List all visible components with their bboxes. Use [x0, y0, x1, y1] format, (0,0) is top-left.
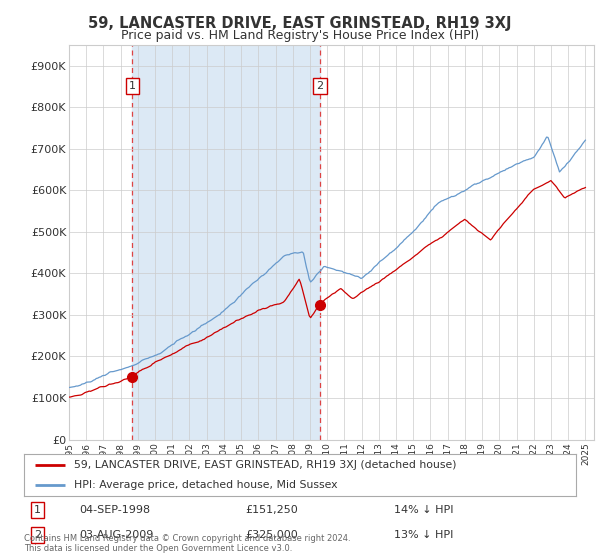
Text: 03-AUG-2009: 03-AUG-2009: [79, 530, 154, 540]
Text: 14% ↓ HPI: 14% ↓ HPI: [394, 505, 454, 515]
Bar: [132, 45, 320, 440]
Text: 59, LANCASTER DRIVE, EAST GRINSTEAD, RH19 3XJ: 59, LANCASTER DRIVE, EAST GRINSTEAD, RH1…: [88, 16, 512, 31]
Text: 2: 2: [316, 81, 323, 91]
Text: Contains HM Land Registry data © Crown copyright and database right 2024.: Contains HM Land Registry data © Crown c…: [24, 534, 350, 543]
Text: £325,000: £325,000: [245, 530, 298, 540]
Text: 1: 1: [34, 505, 41, 515]
Text: £151,250: £151,250: [245, 505, 298, 515]
Text: 2: 2: [34, 530, 41, 540]
Text: 13% ↓ HPI: 13% ↓ HPI: [394, 530, 453, 540]
Text: Price paid vs. HM Land Registry's House Price Index (HPI): Price paid vs. HM Land Registry's House …: [121, 29, 479, 42]
Text: 1: 1: [128, 81, 136, 91]
Text: 59, LANCASTER DRIVE, EAST GRINSTEAD, RH19 3XJ (detached house): 59, LANCASTER DRIVE, EAST GRINSTEAD, RH1…: [74, 460, 456, 470]
Text: 04-SEP-1998: 04-SEP-1998: [79, 505, 151, 515]
Text: HPI: Average price, detached house, Mid Sussex: HPI: Average price, detached house, Mid …: [74, 480, 337, 490]
Text: This data is licensed under the Open Government Licence v3.0.: This data is licensed under the Open Gov…: [24, 544, 292, 553]
